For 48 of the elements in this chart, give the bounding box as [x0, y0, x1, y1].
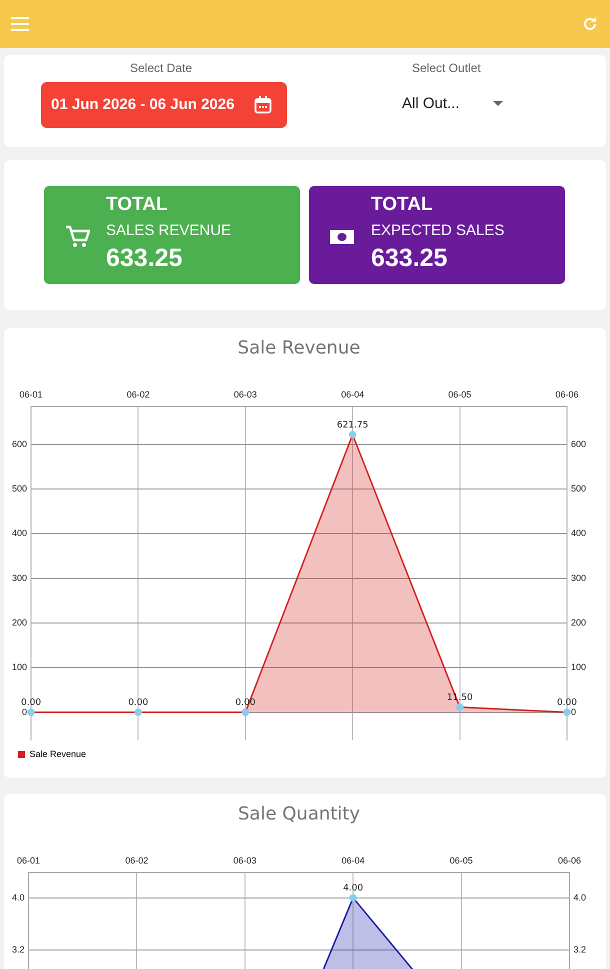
text: EXPECTED SALES: [371, 222, 504, 239]
text: Select Outlet: [412, 61, 481, 75]
chart-title: Sale Quantity: [238, 803, 360, 824]
y2-tick-label: 400: [570, 528, 586, 538]
y-tick-label: 200: [12, 617, 28, 628]
y-tick-label: 400: [12, 528, 28, 538]
x-tick-label: 06-05: [450, 855, 473, 866]
y-tick-label: 100: [12, 662, 28, 672]
y2-tick-label: 3.2: [573, 944, 586, 954]
y-tick-label: 600: [12, 438, 28, 449]
x-tick-label: 06-06: [555, 389, 578, 400]
legend-label: Sale Revenue: [30, 748, 86, 759]
x-tick-label: 06-01: [16, 855, 40, 866]
text: TOTAL: [106, 194, 168, 216]
y2-tick-label: 300: [570, 572, 586, 583]
y-tick-label: 3.2: [12, 944, 25, 954]
text: 633.25: [106, 244, 182, 273]
text: Select Date: [130, 61, 192, 75]
y-tick-label: 4.0: [12, 892, 25, 902]
x-tick-label: 06-02: [126, 389, 150, 400]
text: 01 Jun 2026 - 06 Jun 2026: [41, 82, 287, 128]
y2-tick-label: 0: [570, 706, 576, 717]
x-tick-label: 06-04: [342, 855, 365, 866]
y2-tick-label: 4.0: [573, 892, 586, 902]
text: TOTAL: [371, 194, 433, 216]
y-tick-label: 300: [12, 572, 28, 583]
data-label: 0.00: [20, 698, 42, 708]
x-tick-label: 06-05: [448, 389, 472, 400]
x-tick-label: 06-02: [125, 855, 148, 866]
y2-tick-label: 200: [570, 617, 586, 628]
y2-tick-label: 100: [570, 662, 586, 672]
x-tick-label: 06-01: [20, 389, 43, 400]
chart-title: Sale Revenue: [238, 337, 360, 358]
y2-tick-label: 500: [570, 484, 586, 494]
data-label: 4.00: [343, 884, 364, 894]
text: All Out...: [402, 95, 460, 112]
y-tick-label: 500: [12, 484, 28, 494]
x-tick-label: 06-03: [234, 389, 257, 400]
x-tick-label: 06-06: [558, 855, 582, 866]
x-tick-label: 06-03: [233, 855, 256, 866]
y-tick-label: 0: [22, 706, 28, 717]
data-label: 621.75: [336, 420, 368, 430]
data-label: 0.00: [556, 698, 578, 708]
text: SALES REVENUE: [106, 222, 232, 239]
text: 633.25: [371, 244, 448, 273]
x-tick-label: 06-04: [341, 389, 364, 400]
y2-tick-label: 600: [570, 438, 586, 449]
data-label: 0.00: [128, 698, 148, 708]
